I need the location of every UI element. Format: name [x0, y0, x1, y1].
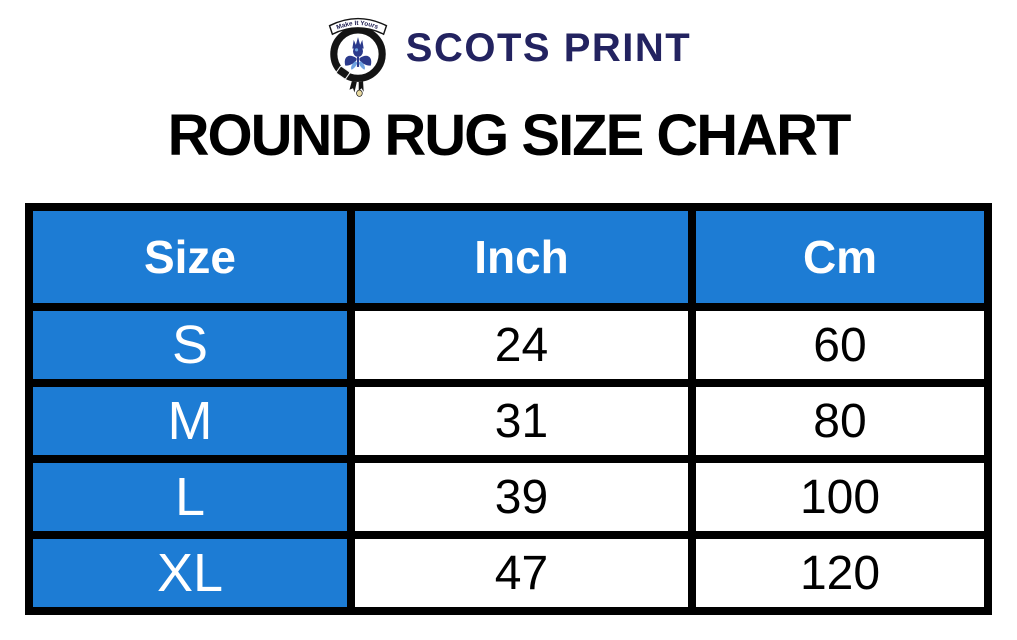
inch-cell: 31: [347, 379, 696, 463]
table-row: L 39 100: [25, 455, 992, 539]
cm-cell: 80: [688, 379, 992, 463]
thistle-icon: [344, 37, 372, 70]
cm-cell: 100: [688, 455, 992, 539]
size-chart-table: Size Inch Cm S 24 60 M 31 80 L 39 100 XL: [25, 203, 992, 615]
logo-row: Make It Yours SCOTS PRINT: [0, 4, 1017, 100]
header-size: Size: [25, 203, 355, 311]
cm-cell: 120: [688, 531, 992, 615]
crest-strap-tail: [358, 79, 364, 92]
crest-banner-ribbon: [328, 17, 388, 36]
cm-cell: 60: [688, 303, 992, 387]
size-cell: S: [25, 303, 355, 387]
brand-name: SCOTS PRINT: [405, 25, 692, 70]
inch-cell: 24: [347, 303, 696, 387]
crest-buckle: [335, 65, 350, 80]
size-cell: M: [25, 379, 355, 463]
header-inch: Inch: [347, 203, 696, 311]
crest-banner-text: Make It Yours: [335, 20, 379, 31]
scots-print-crest-logo: Make It Yours: [328, 17, 388, 97]
table-row: M 31 80: [25, 379, 992, 463]
inch-cell: 39: [347, 455, 696, 539]
table-row: XL 47 120: [25, 531, 992, 615]
table-header-row: Size Inch Cm: [25, 203, 992, 311]
size-cell: L: [25, 455, 355, 539]
crest-banner-text-path: Make It Yours: [335, 20, 379, 31]
table-row: S 24 60: [25, 303, 992, 387]
page-title: ROUND RUG SIZE CHART: [167, 103, 852, 168]
header-cm: Cm: [688, 203, 992, 311]
crest-tassel: [356, 89, 363, 97]
size-cell: XL: [25, 531, 355, 615]
inch-cell: 47: [347, 531, 696, 615]
